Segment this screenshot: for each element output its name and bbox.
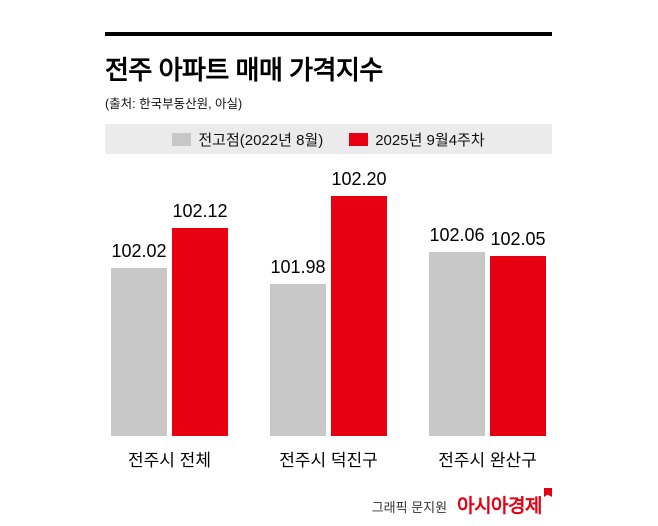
bars-row: 102.02 102.12 (111, 168, 228, 436)
category-label: 전주시 완산구 (438, 451, 537, 470)
legend-swatch-red (349, 132, 369, 146)
bar-previous-peak (111, 268, 167, 436)
legend: 전고점(2022년 8월) 2025년 9월4주차 (105, 124, 552, 154)
bar-column: 102.05 (490, 229, 546, 436)
bar-value-label: 102.06 (429, 225, 485, 245)
bar-previous-peak (429, 252, 485, 436)
brand-logo-mark-icon (544, 488, 552, 497)
top-rule (105, 32, 552, 36)
bar-group: 102.02 102.12 전주시 전체 (111, 168, 228, 471)
bar-value-label: 101.98 (270, 257, 326, 277)
bar-column: 101.98 (270, 257, 326, 436)
bar-group: 101.98 102.20 전주시 덕진구 (270, 168, 387, 471)
bar-column: 102.12 (172, 201, 228, 436)
chart-page: 전주 아파트 매매 가격지수 (출처: 한국부동산원, 아실) 전고점(2022… (105, 32, 552, 518)
bar-column: 102.06 (429, 225, 485, 436)
bar-chart: 102.02 102.12 전주시 전체 101.98 102.20 전주시 덕진구 102… (105, 168, 552, 471)
bars-row: 101.98 102.20 (270, 168, 387, 436)
chart-source: (출처: 한국부동산원, 아실) (105, 97, 243, 111)
brand-logo-text: 아시아경제 (457, 496, 542, 517)
bar-current-week (172, 228, 228, 436)
legend-swatch-gray (172, 132, 192, 146)
brand-logo: 아시아경제 (457, 488, 552, 518)
graphic-credit: 그래픽 문지원 (371, 500, 448, 515)
bar-column: 102.02 (111, 241, 167, 436)
chart-title: 전주 아파트 매매 가격지수 (105, 55, 383, 85)
category-label: 전주시 전체 (128, 451, 211, 470)
legend-item-current-week: 2025년 9월4주차 (349, 129, 485, 150)
legend-label-previous-peak: 전고점(2022년 8월) (198, 131, 324, 149)
bars-row: 102.06 102.05 (429, 168, 546, 436)
footer: 그래픽 문지원 아시아경제 (105, 488, 552, 518)
bar-current-week (490, 256, 546, 436)
bar-current-week (331, 196, 387, 436)
bar-previous-peak (270, 284, 326, 436)
bar-column: 102.20 (331, 169, 387, 436)
bar-value-label: 102.02 (111, 241, 167, 261)
category-label: 전주시 덕진구 (279, 451, 378, 470)
bar-group: 102.06 102.05 전주시 완산구 (429, 168, 546, 471)
bar-value-label: 102.12 (172, 201, 228, 221)
legend-label-current-week: 2025년 9월4주차 (375, 131, 485, 149)
bar-value-label: 102.20 (331, 169, 387, 189)
bar-value-label: 102.05 (490, 229, 546, 249)
legend-item-previous-peak: 전고점(2022년 8월) (172, 129, 323, 150)
